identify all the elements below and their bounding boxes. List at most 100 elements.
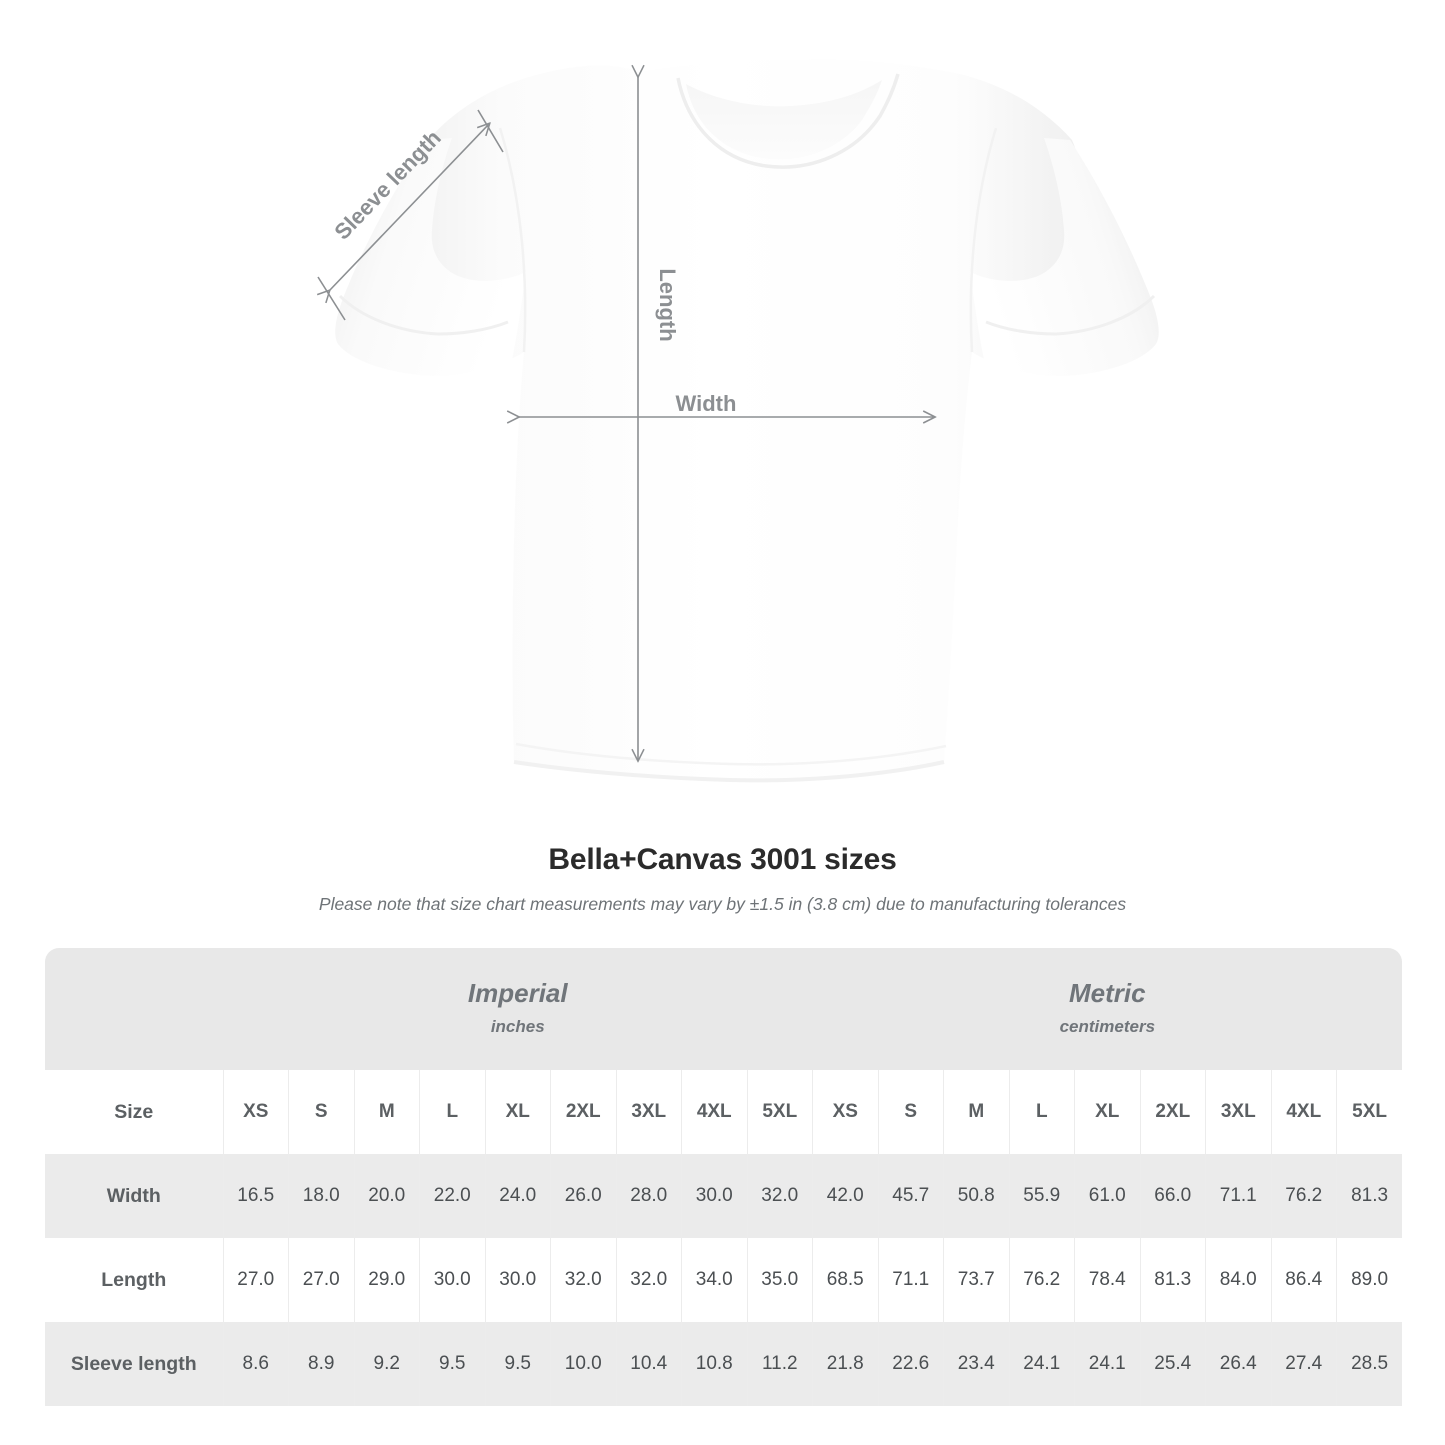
measurement-cell-metric: 24.1 <box>1008 1322 1075 1406</box>
tolerance-note: Please note that size chart measurements… <box>318 894 1127 914</box>
metric-subtitle: centimeters <box>1059 1017 1156 1036</box>
measurement-cell-imperial: 28.0 <box>615 1154 682 1238</box>
measurement-cell-imperial: 10.4 <box>615 1322 682 1406</box>
measurement-cell-metric: 73.7 <box>943 1238 1010 1322</box>
measurement-cell-metric: 89.0 <box>1336 1238 1403 1322</box>
size-column-header: S <box>288 1070 354 1154</box>
measurement-row-label: Width <box>45 1154 223 1238</box>
measurement-cell-metric: 76.2 <box>1008 1238 1075 1322</box>
measurement-cell-imperial: 8.6 <box>222 1322 289 1406</box>
imperial-title: Imperial <box>467 978 568 1008</box>
size-column-header: M <box>943 1070 1010 1154</box>
measurement-cell-metric: 28.5 <box>1336 1322 1403 1406</box>
measurement-cell-metric: 26.4 <box>1205 1322 1272 1406</box>
measurement-cell-metric: 71.1 <box>1205 1154 1272 1238</box>
measurement-cell-imperial: 32.0 <box>615 1238 682 1322</box>
page-title: Bella+Canvas 3001 sizes <box>548 843 897 876</box>
measurement-cell-imperial: 22.0 <box>419 1154 485 1238</box>
size-column-header: XL <box>484 1070 551 1154</box>
size-column-header: 4XL <box>681 1070 747 1154</box>
size-column-header: S <box>877 1070 944 1154</box>
imperial-subtitle: inches <box>490 1017 545 1036</box>
measurement-cell-imperial: 27.0 <box>222 1238 289 1322</box>
metric-title: Metric <box>1069 978 1146 1008</box>
size-header-row: Size XS S M L XL 2XL 3XL 4XL 5XL XS S M L XL 2XL 3XL 4XL… <box>45 1070 1403 1154</box>
measurement-cell-metric: 21.8 <box>812 1322 879 1406</box>
measurement-cell-imperial: 30.0 <box>484 1238 551 1322</box>
measurement-cell-imperial: 30.0 <box>419 1238 485 1322</box>
size-chart-table: Imperial inches Metric centimeters Size … <box>45 948 1403 1406</box>
size-column-header: XS <box>812 1070 879 1154</box>
size-column-header: 3XL <box>1205 1070 1272 1154</box>
size-column-header: 2XL <box>1139 1070 1206 1154</box>
size-column-header: 4XL <box>1270 1070 1337 1154</box>
size-column-header: 5XL <box>746 1070 813 1154</box>
size-column-header: 5XL <box>1336 1070 1403 1154</box>
measurement-cell-metric: 24.1 <box>1074 1322 1141 1406</box>
measurement-cell-imperial: 18.0 <box>288 1154 354 1238</box>
chart-heading: Bella+Canvas 3001 sizes Please note that… <box>0 840 1445 919</box>
measurement-cell-imperial: 29.0 <box>353 1238 420 1322</box>
table-row: Sleeve length 8.6 8.9 9.2 9.5 9.5 10.0 10.4 10.8… <box>45 1322 1403 1406</box>
measurement-cell-imperial: 24.0 <box>484 1154 551 1238</box>
size-column-header: L <box>419 1070 485 1154</box>
measurement-cell-metric: 22.6 <box>877 1322 944 1406</box>
measurement-cell-metric: 86.4 <box>1270 1238 1337 1322</box>
measurement-cell-imperial: 8.9 <box>288 1322 354 1406</box>
imperial-unit-header: Imperial inches <box>223 948 813 1070</box>
measurement-cell-imperial: 9.5 <box>484 1322 551 1406</box>
unit-band-spacer <box>45 948 223 1070</box>
width-label: Width <box>676 391 737 416</box>
row-header-size: Size <box>45 1070 223 1154</box>
measurement-cell-metric: 42.0 <box>812 1154 879 1238</box>
measurement-cell-metric: 76.2 <box>1270 1154 1337 1238</box>
measurement-cell-imperial: 32.0 <box>550 1238 616 1322</box>
measurement-cell-metric: 55.9 <box>1008 1154 1075 1238</box>
size-column-header: 2XL <box>550 1070 616 1154</box>
measurement-cell-metric: 27.4 <box>1270 1322 1337 1406</box>
measurement-cell-imperial: 9.5 <box>419 1322 485 1406</box>
tshirt-illustration: Sleeve length Length Width <box>0 59 1159 783</box>
measurement-cell-metric: 25.4 <box>1139 1322 1206 1406</box>
measurement-cell-metric: 23.4 <box>943 1322 1010 1406</box>
size-column-header: XL <box>1074 1070 1141 1154</box>
measurement-cell-imperial: 32.0 <box>746 1154 813 1238</box>
sleeve-arrow <box>329 124 489 291</box>
measurement-cell-imperial: 30.0 <box>681 1154 747 1238</box>
measurement-cell-imperial: 10.0 <box>550 1322 616 1406</box>
table-row: Length 27.0 27.0 29.0 30.0 30.0 32.0 32.0 34.0 35… <box>45 1238 1403 1322</box>
table-row: Width 16.5 18.0 20.0 22.0 24.0 26.0 28.0 30.0 32.… <box>45 1154 1403 1238</box>
size-column-header: XS <box>222 1070 289 1154</box>
measurement-cell-metric: 45.7 <box>877 1154 944 1238</box>
measurement-cell-metric: 81.3 <box>1336 1154 1403 1238</box>
measurement-cell-imperial: 10.8 <box>681 1322 747 1406</box>
measurement-cell-metric: 61.0 <box>1074 1154 1141 1238</box>
size-column-header: M <box>353 1070 420 1154</box>
length-label: Length <box>655 268 680 341</box>
size-column-header: 3XL <box>615 1070 682 1154</box>
measurement-cell-imperial: 20.0 <box>353 1154 420 1238</box>
measurement-cell-imperial: 34.0 <box>681 1238 747 1322</box>
measurement-row-label: Length <box>45 1238 223 1322</box>
measurement-cell-imperial: 26.0 <box>550 1154 616 1238</box>
measurement-row-label: Sleeve length <box>45 1322 223 1406</box>
measurement-cell-metric: 66.0 <box>1139 1154 1206 1238</box>
size-chart-table-wrapper: Imperial inches Metric centimeters Size … <box>45 948 1403 1445</box>
measurement-cell-imperial: 35.0 <box>746 1238 813 1322</box>
measurement-cell-imperial: 16.5 <box>222 1154 289 1238</box>
metric-unit-header: Metric centimeters <box>812 948 1403 1070</box>
unit-band-row: Imperial inches Metric centimeters <box>45 948 1403 1070</box>
measurement-cell-metric: 81.3 <box>1139 1238 1206 1322</box>
measurement-annotations <box>318 76 934 760</box>
measurement-cell-metric: 84.0 <box>1205 1238 1272 1322</box>
measurement-cell-metric: 78.4 <box>1074 1238 1141 1322</box>
sleeve-tick-lower <box>317 276 346 321</box>
measurement-cell-metric: 71.1 <box>877 1238 944 1322</box>
measurement-cell-metric: 68.5 <box>812 1238 879 1322</box>
measurement-cell-metric: 50.8 <box>943 1154 1010 1238</box>
measurement-cell-imperial: 27.0 <box>288 1238 354 1322</box>
size-column-header: L <box>1008 1070 1075 1154</box>
garment-shape <box>335 59 1159 783</box>
sleeve-tick-upper <box>477 109 504 153</box>
measurement-cell-imperial: 9.2 <box>353 1322 420 1406</box>
